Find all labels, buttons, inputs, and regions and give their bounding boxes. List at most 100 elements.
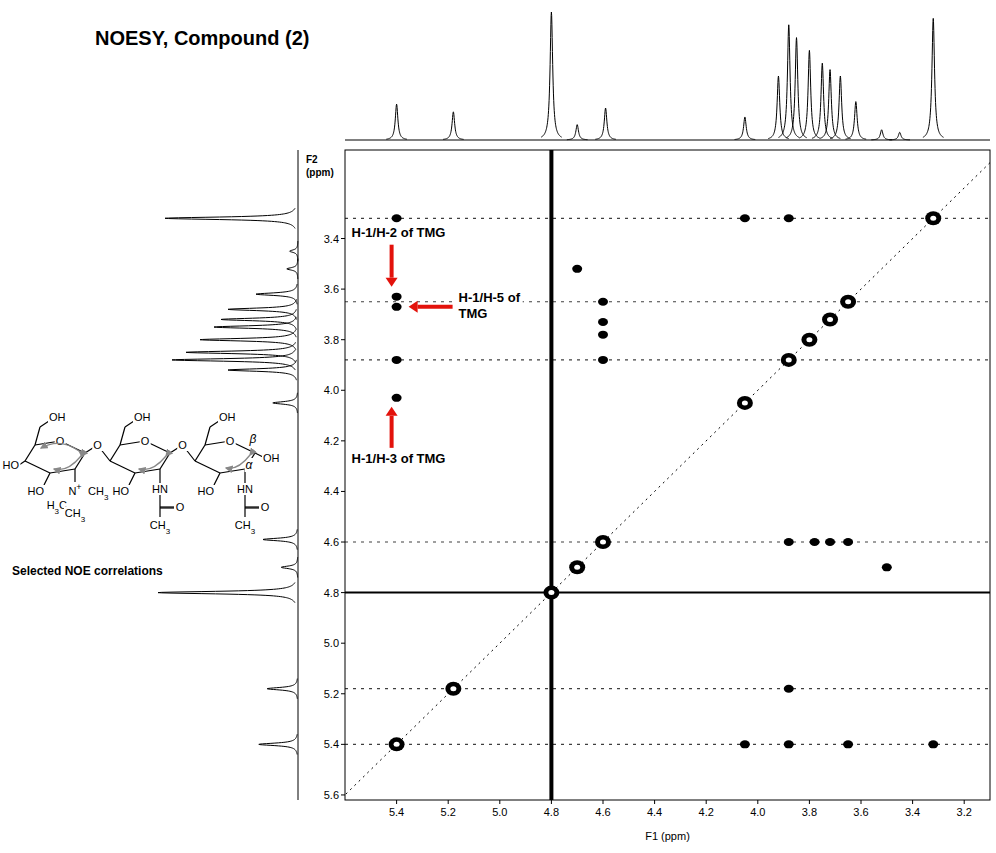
atom-label: HN [152, 483, 168, 495]
cross-peak [598, 318, 608, 326]
t1-noise-row [345, 744, 990, 745]
cross-peak [810, 538, 820, 546]
label-background [262, 452, 281, 464]
atom-label-part: H [2, 459, 10, 471]
t1-noise-row [345, 541, 990, 542]
x-tick [551, 800, 552, 804]
peak-contour-inner [394, 742, 400, 747]
atom-label: O [93, 439, 102, 451]
peak-contour [598, 298, 608, 306]
bond [35, 427, 40, 445]
label-background [64, 507, 87, 524]
diagonal-peak [801, 333, 817, 347]
label-background [67, 482, 82, 497]
atom-label: OH [49, 411, 66, 423]
label-background [196, 485, 215, 497]
peak-contour-inner [600, 540, 606, 545]
label-background [260, 501, 271, 513]
bond [159, 494, 160, 507]
bond [40, 421, 49, 427]
structure: OHOHOHON+CH3H3CCH3OOHOHOHNOCH3OOHOHOHNOC… [1, 411, 280, 578]
atom-label-part: O [205, 485, 214, 497]
annotation-arrow [409, 301, 453, 313]
label-background [234, 519, 257, 536]
projection-peak [541, 12, 562, 137]
label-background [140, 435, 151, 447]
label-background [175, 501, 186, 513]
atom-label-part: H [47, 499, 55, 511]
peak-contour [810, 538, 820, 546]
atom-label-part: C [65, 507, 73, 519]
y-tick-label: 4.2 [324, 435, 339, 447]
atom-label-part: H [27, 485, 35, 497]
y-tick [341, 491, 345, 492]
label-background [87, 485, 110, 502]
bond [195, 461, 220, 473]
atom-label: O [141, 435, 150, 447]
annotation-background [457, 289, 523, 322]
arrow-tip [386, 407, 398, 416]
x-tick [499, 800, 500, 804]
diagonal-peak [595, 535, 611, 549]
peak-contour [784, 214, 794, 222]
bond [195, 445, 205, 461]
bond [255, 453, 263, 457]
x-tick-label: 5.4 [389, 806, 404, 818]
projection-peak [186, 342, 296, 362]
projection-peak [228, 360, 296, 380]
cross-peak [392, 214, 402, 222]
label-background [248, 432, 258, 446]
noe-arrow [41, 443, 79, 451]
atom-label: CH3 [88, 485, 109, 502]
peak-contour [595, 535, 611, 549]
peak-contour-inner [845, 299, 851, 304]
atom-label-part: O [141, 435, 150, 447]
x-tick-label: 3.4 [905, 806, 920, 818]
figure: NOESY, Compound (2)5.45.25.04.84.64.44.2… [0, 0, 996, 853]
peak-contour [781, 353, 797, 367]
peak-contour [740, 214, 750, 222]
t1-noise-row [345, 688, 990, 689]
diagonal-peak [445, 682, 461, 696]
cross-peak [598, 356, 608, 364]
y-tick-label: 5.4 [324, 738, 339, 750]
x-tick-label: 3.8 [802, 806, 817, 818]
peak-contour [445, 682, 461, 696]
atom-label-part: O [176, 501, 185, 513]
x-tick [396, 800, 397, 804]
y-tick-label: 4.0 [324, 384, 339, 396]
x-tick [809, 800, 810, 804]
diagonal-peak [840, 295, 856, 309]
cross-peak [843, 740, 853, 748]
label-background [55, 435, 66, 447]
atom-label-part: N [160, 483, 168, 495]
projection-peak [871, 130, 892, 140]
y-axis-title-line: F2 [306, 154, 318, 165]
x-tick-label: 4.8 [544, 806, 559, 818]
label-background [111, 485, 130, 497]
y-tick-label: 4.4 [324, 485, 339, 497]
projection-peak [799, 50, 820, 138]
label-background [225, 435, 236, 447]
title: NOESY, Compound (2) [95, 27, 309, 49]
atom-label-part: O [226, 435, 235, 447]
x-tick-label: 5.0 [492, 806, 507, 818]
x-tick [448, 800, 449, 804]
bond [244, 494, 245, 507]
structure-caption: Selected NOE correlations [12, 564, 163, 578]
projection-peak [735, 117, 756, 140]
cross-peak [392, 303, 402, 311]
bond [110, 461, 135, 473]
bond [159, 469, 160, 483]
bond [245, 507, 259, 508]
arrow-shaft [418, 305, 453, 309]
x-tick-label: 4.2 [699, 806, 714, 818]
cross-peak [825, 538, 835, 546]
atom-label-part: O [56, 435, 65, 447]
cross-peak [572, 265, 582, 273]
atom-label-sub: 3 [166, 527, 171, 536]
left-projection [158, 150, 298, 800]
atom-label-part: O [120, 485, 129, 497]
peak-contour [569, 560, 585, 574]
atom-label-part: N [245, 483, 253, 495]
